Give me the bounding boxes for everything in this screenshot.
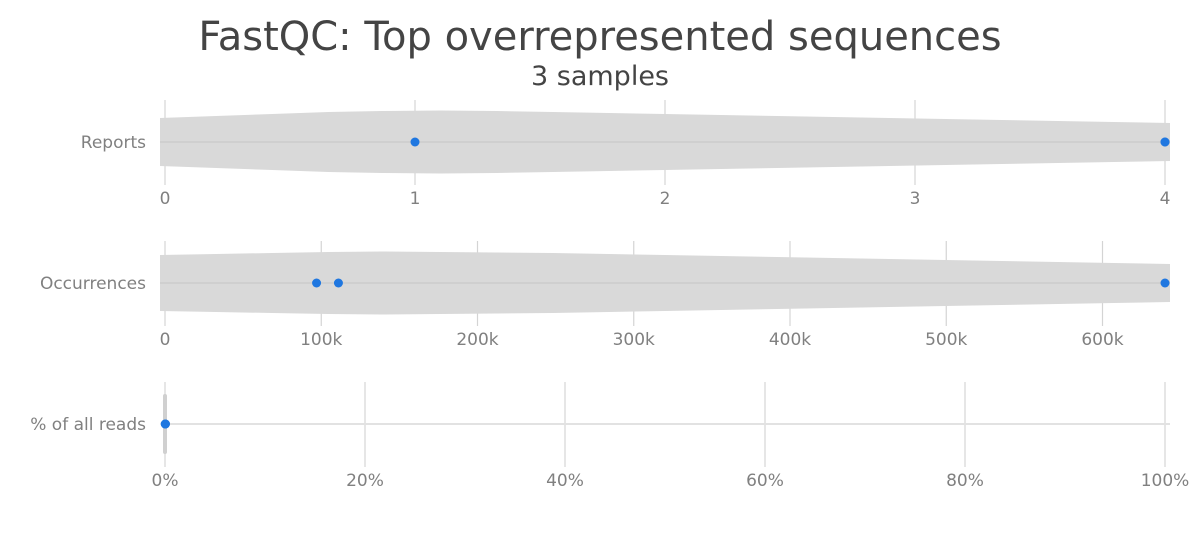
data-point[interactable] [161,419,170,429]
panel-occurrences: Occurrences 0 100k 200k 300k 400k 500k 600k [40,241,1170,350]
tick-label: 0 [160,330,171,350]
chart-panels: Reports 0 1 2 3 4 Occurrences 0 100k 200k 300k 400k… [30,100,1189,491]
tick-label: 600k [1081,330,1123,350]
panel-reports: Reports 0 1 2 3 4 [81,100,1171,209]
chart-title: FastQC: Top overrepresented sequences [198,14,1001,60]
tick-label: 0 [160,189,171,209]
tick-label: 3 [910,189,921,209]
panel-of-all-reads: % of all reads 0% 20% 40% 60% 80% 100% [30,382,1189,491]
tick-label: 100k [300,330,342,350]
tick-label: 100% [1141,471,1190,491]
panel-label: % of all reads [30,415,146,435]
tick-label: 400k [769,330,811,350]
tick-label: 200k [456,330,498,350]
tick-label: 0% [152,471,179,491]
data-point[interactable] [1160,137,1170,147]
tick-label: 500k [925,330,967,350]
chart-subtitle: 3 samples [531,61,669,92]
data-point[interactable] [333,278,343,288]
data-point[interactable] [312,278,322,288]
tick-label: 60% [746,471,784,491]
data-point[interactable] [410,137,420,147]
data-point[interactable] [1160,278,1170,288]
tick-label: 2 [660,189,671,209]
tick-label: 80% [946,471,984,491]
tick-label: 4 [1160,189,1171,209]
panel-label: Reports [81,133,146,153]
tick-label: 40% [546,471,584,491]
panel-label: Occurrences [40,274,146,294]
tick-label: 20% [346,471,384,491]
tick-label: 1 [410,189,421,209]
tick-label: 300k [613,330,655,350]
